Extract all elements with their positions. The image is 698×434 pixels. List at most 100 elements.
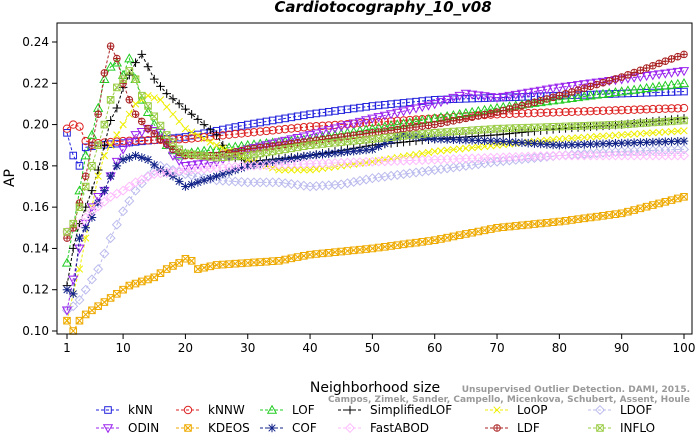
data-point-cof bbox=[480, 136, 489, 145]
data-point-loop bbox=[624, 130, 632, 139]
data-point-ldof bbox=[354, 175, 365, 186]
data-point-knnw bbox=[567, 107, 577, 116]
watermark-line2: Campos, Zimek, Sander, Campello, Micenko… bbox=[328, 395, 690, 405]
data-point-cof bbox=[230, 165, 240, 175]
data-point-cof bbox=[642, 138, 651, 147]
data-point-knnw bbox=[237, 129, 246, 138]
data-point-kdeos bbox=[63, 316, 71, 325]
data-point-ldf bbox=[549, 93, 557, 102]
data-point-kdeos bbox=[636, 204, 645, 213]
data-point-kdeos bbox=[455, 231, 464, 240]
data-point-fastabod bbox=[118, 185, 129, 196]
data-point-ldf bbox=[393, 125, 402, 134]
data-point-knnw bbox=[256, 127, 265, 136]
data-point-lof bbox=[560, 93, 571, 103]
data-point-cof bbox=[442, 135, 452, 144]
data-point-cof bbox=[255, 159, 265, 169]
data-point-knnw bbox=[75, 122, 84, 131]
data-point-loop bbox=[568, 134, 576, 142]
data-point-inflo bbox=[256, 149, 265, 158]
data-point-inflo bbox=[100, 120, 109, 129]
data-point-knnw bbox=[143, 136, 153, 145]
data-point-ldof bbox=[348, 176, 359, 187]
data-point-odin bbox=[286, 135, 297, 145]
data-point-ldf bbox=[368, 129, 377, 137]
data-point-ldf bbox=[586, 82, 595, 91]
data-point-knnw bbox=[629, 105, 639, 114]
data-point-loop bbox=[480, 142, 489, 151]
data-point-loop bbox=[113, 131, 121, 139]
data-point-cof bbox=[455, 135, 464, 145]
data-point-lof bbox=[678, 77, 690, 88]
data-point-inflo bbox=[63, 228, 71, 236]
data-point-ldf bbox=[63, 234, 71, 242]
data-point-cof bbox=[486, 136, 496, 146]
data-point-cof bbox=[436, 134, 446, 144]
data-point-loop bbox=[611, 131, 620, 139]
data-point-simplifiedlof bbox=[517, 128, 527, 137]
data-point-odin bbox=[174, 156, 185, 167]
data-point-knnw bbox=[673, 104, 682, 113]
data-point-ldf bbox=[673, 52, 682, 61]
data-point-kdeos bbox=[393, 241, 402, 249]
data-point-kdeos bbox=[412, 238, 420, 247]
data-point-cof bbox=[636, 138, 645, 147]
data-point-simplifiedlof bbox=[93, 165, 103, 175]
data-point-cof bbox=[100, 186, 109, 195]
data-point-loop bbox=[642, 129, 651, 137]
data-point-loop bbox=[549, 135, 557, 144]
data-point-knnw bbox=[231, 129, 240, 139]
data-point-kdeos bbox=[499, 223, 508, 231]
data-point-loop bbox=[194, 131, 202, 139]
data-point-loop bbox=[586, 133, 595, 141]
data-point-loop bbox=[94, 172, 102, 180]
data-point-odin bbox=[572, 81, 584, 91]
data-point-loop bbox=[655, 128, 663, 137]
data-point-inflo bbox=[69, 219, 78, 228]
data-point-odin bbox=[398, 107, 409, 117]
data-point-cof bbox=[311, 150, 321, 160]
data-point-odin bbox=[255, 142, 266, 152]
data-point-loop bbox=[100, 151, 109, 160]
data-point-simplifiedlof bbox=[193, 115, 203, 124]
data-point-cof bbox=[393, 133, 402, 143]
data-point-loop bbox=[455, 145, 464, 153]
data-point-loop bbox=[275, 166, 283, 174]
data-point-lof bbox=[672, 78, 683, 88]
data-point-cof bbox=[623, 138, 633, 148]
data-point-inflo bbox=[343, 137, 352, 146]
data-point-ldf bbox=[536, 96, 545, 105]
data-point-kdeos bbox=[530, 220, 539, 228]
data-point-inflo bbox=[75, 203, 84, 211]
legend-label: LDOF bbox=[620, 403, 652, 417]
legend-label: LOF bbox=[292, 403, 315, 417]
data-point-loop bbox=[649, 129, 657, 137]
data-point-lof bbox=[597, 88, 609, 98]
data-point-kdeos bbox=[69, 327, 78, 335]
data-point-odin bbox=[454, 91, 465, 101]
data-point-loop bbox=[462, 144, 470, 152]
data-point-simplifiedlof bbox=[131, 58, 140, 67]
data-point-odin bbox=[404, 105, 415, 116]
data-point-lof bbox=[579, 91, 590, 101]
legend-marker bbox=[102, 424, 114, 434]
data-point-knnw bbox=[249, 128, 259, 137]
data-point-ldof bbox=[286, 179, 297, 190]
legend-label: ODIN bbox=[128, 421, 159, 434]
data-point-lof bbox=[554, 94, 565, 104]
data-point-cof bbox=[542, 140, 552, 149]
data-point-ldf bbox=[605, 77, 614, 85]
data-point-lof bbox=[61, 257, 73, 267]
data-point-kdeos bbox=[381, 242, 389, 251]
data-point-lof bbox=[616, 86, 627, 96]
data-point-ldf bbox=[655, 59, 663, 68]
data-point-inflo bbox=[368, 135, 377, 143]
data-point-cof bbox=[218, 169, 228, 179]
x-tick-label: 70 bbox=[489, 341, 504, 355]
data-point-cof bbox=[68, 289, 78, 299]
data-point-ldf bbox=[399, 124, 408, 133]
data-point-knn bbox=[69, 151, 78, 160]
data-point-fastabod bbox=[124, 181, 135, 192]
data-point-odin bbox=[292, 133, 303, 144]
data-point-cof bbox=[193, 178, 203, 187]
